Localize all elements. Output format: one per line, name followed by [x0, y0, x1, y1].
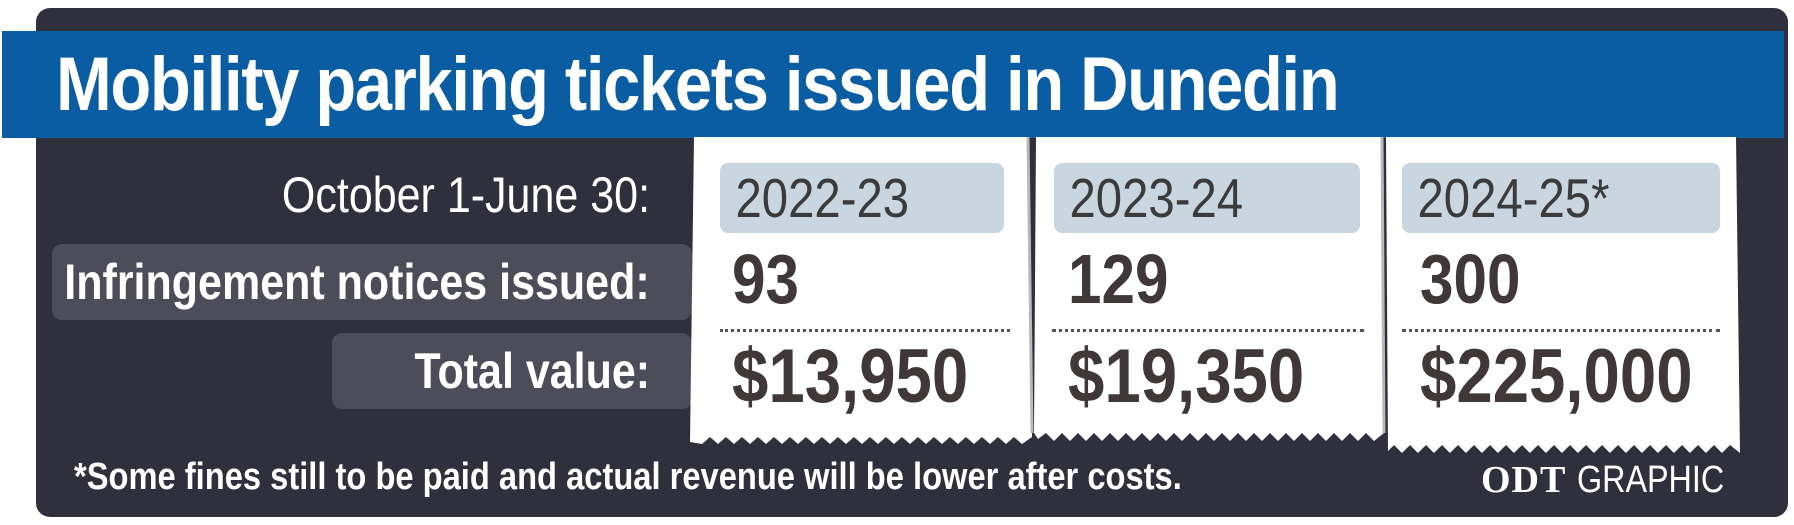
- total-value: $19,350: [1068, 334, 1305, 419]
- credit-suffix: GRAPHIC: [1576, 459, 1725, 501]
- period-chip: 2022-23: [720, 163, 1004, 233]
- period-value: 2024-25*: [1417, 167, 1610, 229]
- title-band: [2, 31, 1784, 138]
- footnote: *Some fines still to be paid and actual …: [74, 456, 1182, 498]
- total-value: $13,950: [732, 334, 969, 419]
- notices-label: Infringement notices issued:: [64, 254, 650, 310]
- receipt-2022-23: 2022-23 93 $13,950: [690, 137, 1036, 457]
- period-label: October 1-June 30:: [281, 167, 650, 223]
- total-value: $225,000: [1420, 334, 1693, 419]
- period-chip: 2024-25*: [1402, 163, 1720, 233]
- period-value: 2023-24: [1069, 167, 1244, 229]
- notices-value: 300: [1420, 240, 1521, 318]
- page-title: Mobility parking tickets issued in Duned…: [56, 42, 1340, 127]
- value-label: Total value:: [414, 343, 650, 399]
- dotted-divider: [1402, 329, 1720, 332]
- notices-value: 129: [1068, 240, 1169, 318]
- graphic-credit: ODT GRAPHIC: [1481, 458, 1750, 502]
- period-value: 2022-23: [735, 167, 910, 229]
- notices-value: 93: [732, 240, 799, 318]
- receipt-2024-25: 2024-25* 300 $225,000: [1384, 137, 1744, 457]
- dotted-divider: [720, 329, 1010, 332]
- dotted-divider: [1052, 329, 1364, 332]
- value-label-box: [332, 333, 692, 409]
- notices-label-box: [52, 244, 692, 320]
- receipt-2023-24: 2023-24 129 $19,350: [1032, 137, 1388, 457]
- period-chip: 2023-24: [1054, 163, 1360, 233]
- credit-brand: ODT: [1480, 459, 1567, 501]
